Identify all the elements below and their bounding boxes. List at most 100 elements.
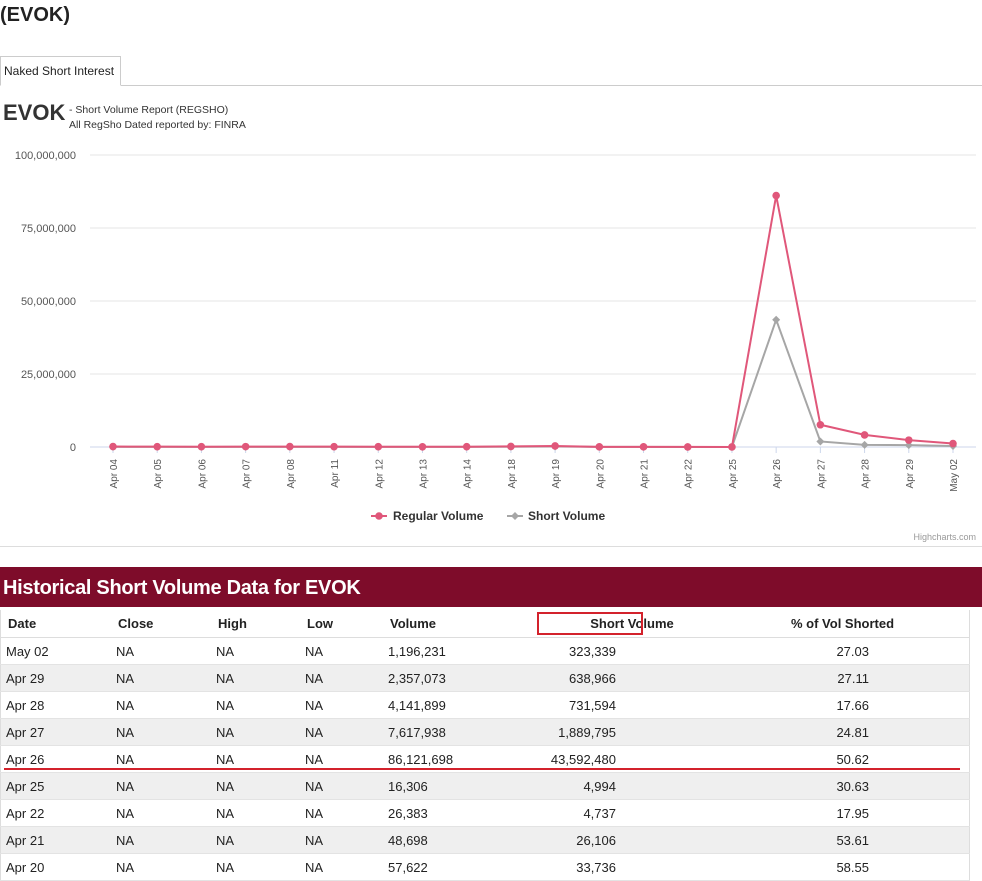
regular-volume-point: [551, 442, 559, 450]
chart-credit[interactable]: Highcharts.com: [913, 532, 976, 542]
x-tick-label: Apr 13: [418, 459, 429, 489]
col-low: Low: [300, 610, 383, 638]
cell-short-volume: 1,889,795: [543, 718, 721, 746]
regular-volume-point: [683, 443, 692, 451]
table-row: May 02 NA NA NA 1,196,231 323,339 27.03: [0, 637, 970, 665]
short-volume-highlight: [537, 612, 643, 635]
legend-short-volume: Short Volume: [528, 509, 605, 523]
cell-close: NA: [111, 772, 211, 800]
cell-pct-shorted: 30.63: [721, 772, 970, 800]
cell-short-volume: 323,339: [543, 637, 721, 665]
cell-high: NA: [211, 826, 300, 854]
report-ticker: EVOK: [3, 100, 66, 125]
table-row: Apr 22 NA NA NA 26,383 4,737 17.95: [0, 799, 970, 827]
x-tick-label: Apr 18: [507, 459, 518, 489]
regular-volume-point: [462, 442, 471, 451]
short-volume-chart: 100,000,000 75,000,000 50,000,000 25,000,00…: [15, 150, 976, 523]
tab-naked-short-interest[interactable]: Naked Short Interest: [0, 56, 122, 86]
col-date: Date: [0, 610, 111, 638]
cell-pct-shorted: 24.81: [721, 718, 970, 746]
cell-pct-shorted: 17.95: [721, 799, 970, 827]
report-subtitle: - Short Volume Report (REGSHO) All RegSh…: [69, 103, 246, 133]
cell-date: Apr 29: [0, 664, 111, 692]
x-tick-label: Apr 08: [286, 459, 297, 489]
legend-short-marker: [511, 512, 519, 520]
cell-volume: 26,383: [383, 799, 543, 827]
regular-volume-point: [109, 442, 117, 451]
cell-low: NA: [300, 826, 383, 854]
report-subtitle-line1: - Short Volume Report (REGSHO): [69, 104, 229, 116]
cell-volume: 1,196,231: [383, 637, 543, 665]
cell-volume: 16,306: [383, 772, 543, 800]
cell-date: Apr 21: [0, 826, 111, 854]
chart-legend: Regular Volume Short Volume: [371, 509, 605, 523]
y-tick-label: 0: [70, 442, 76, 454]
x-tick-label: Apr 06: [197, 459, 208, 489]
cell-pct-shorted: 17.66: [721, 691, 970, 719]
table-row: Apr 27 NA NA NA 7,617,938 1,889,795 24.81: [0, 718, 970, 746]
x-tick-label: Apr 12: [374, 459, 385, 489]
regular-volume-point: [728, 443, 736, 451]
regular-volume-point: [639, 443, 648, 451]
cell-close: NA: [111, 664, 211, 692]
cell-high: NA: [211, 718, 300, 746]
regular-volume-point: [374, 442, 383, 451]
legend-regular-volume: Regular Volume: [393, 509, 484, 523]
cell-volume: 2,357,073: [383, 664, 543, 692]
cell-close: NA: [111, 691, 211, 719]
cell-date: Apr 22: [0, 799, 111, 827]
table-title: Historical Short Volume Data for EVOK: [0, 567, 982, 607]
chart-x-axis: Apr 04 Apr 05 Apr 06 Apr 07 Apr 08 Apr 11 Apr …: [109, 447, 960, 492]
regular-volume-point: [949, 439, 957, 448]
cell-high: NA: [211, 772, 300, 800]
cell-pct-shorted: 27.11: [721, 664, 970, 692]
regular-volume-point: [772, 191, 780, 200]
regular-volume-point: [860, 431, 869, 439]
short-volume-point: [816, 437, 825, 446]
table-row: Apr 20 NA NA NA 57,622 33,736 58.55: [0, 853, 970, 881]
cell-short-volume: 731,594: [543, 691, 721, 719]
y-tick-label: 50,000,000: [21, 296, 76, 308]
series-line-short-volume: [112, 316, 954, 448]
table-row: Apr 25 NA NA NA 16,306 4,994 30.63: [0, 772, 970, 800]
x-tick-label: Apr 28: [861, 459, 872, 489]
regular-volume-point: [418, 442, 427, 451]
cell-volume: 4,141,899: [383, 691, 543, 719]
col-high: High: [211, 610, 300, 638]
x-tick-label: Apr 07: [242, 459, 253, 489]
cell-close: NA: [111, 853, 211, 881]
cell-high: NA: [211, 691, 300, 719]
cell-volume: 48,698: [383, 826, 543, 854]
table-header-row: Date Close High Low Volume Short Volume …: [0, 610, 970, 638]
x-tick-label: Apr 14: [463, 459, 474, 489]
section-divider: [0, 546, 982, 547]
chart-y-axis: 100,000,000 75,000,000 50,000,000 25,000,00…: [15, 150, 76, 454]
chart-series: [109, 191, 957, 451]
page-title: (EVOK): [0, 4, 70, 26]
x-tick-label: Apr 20: [595, 459, 606, 489]
x-tick-label: Apr 22: [684, 459, 695, 489]
cell-low: NA: [300, 637, 383, 665]
cell-short-volume: 33,736: [543, 853, 721, 881]
cell-low: NA: [300, 772, 383, 800]
regular-volume-point: [286, 442, 294, 451]
series-line-regular-volume: [112, 195, 954, 448]
history-table: Date Close High Low Volume Short Volume …: [0, 610, 970, 881]
x-tick-label: Apr 11: [330, 459, 341, 488]
cell-date: Apr 28: [0, 691, 111, 719]
regular-volume-point: [816, 420, 825, 429]
regular-volume-point: [904, 436, 913, 444]
cell-date: May 02: [0, 637, 111, 665]
x-tick-label: Apr 25: [728, 459, 739, 489]
table-row: Apr 29 NA NA NA 2,357,073 638,966 27.11: [0, 664, 970, 692]
cell-low: NA: [300, 799, 383, 827]
cell-high: NA: [211, 664, 300, 692]
cell-low: NA: [300, 664, 383, 692]
y-tick-label: 100,000,000: [15, 150, 76, 162]
x-tick-label: Apr 19: [551, 459, 562, 489]
cell-volume: 7,617,938: [383, 718, 543, 746]
row-highlight-underline: [4, 768, 960, 770]
cell-low: NA: [300, 853, 383, 881]
report-subtitle-line2: All RegSho Dated reported by: FINRA: [69, 119, 246, 131]
x-tick-label: Apr 05: [153, 459, 164, 489]
